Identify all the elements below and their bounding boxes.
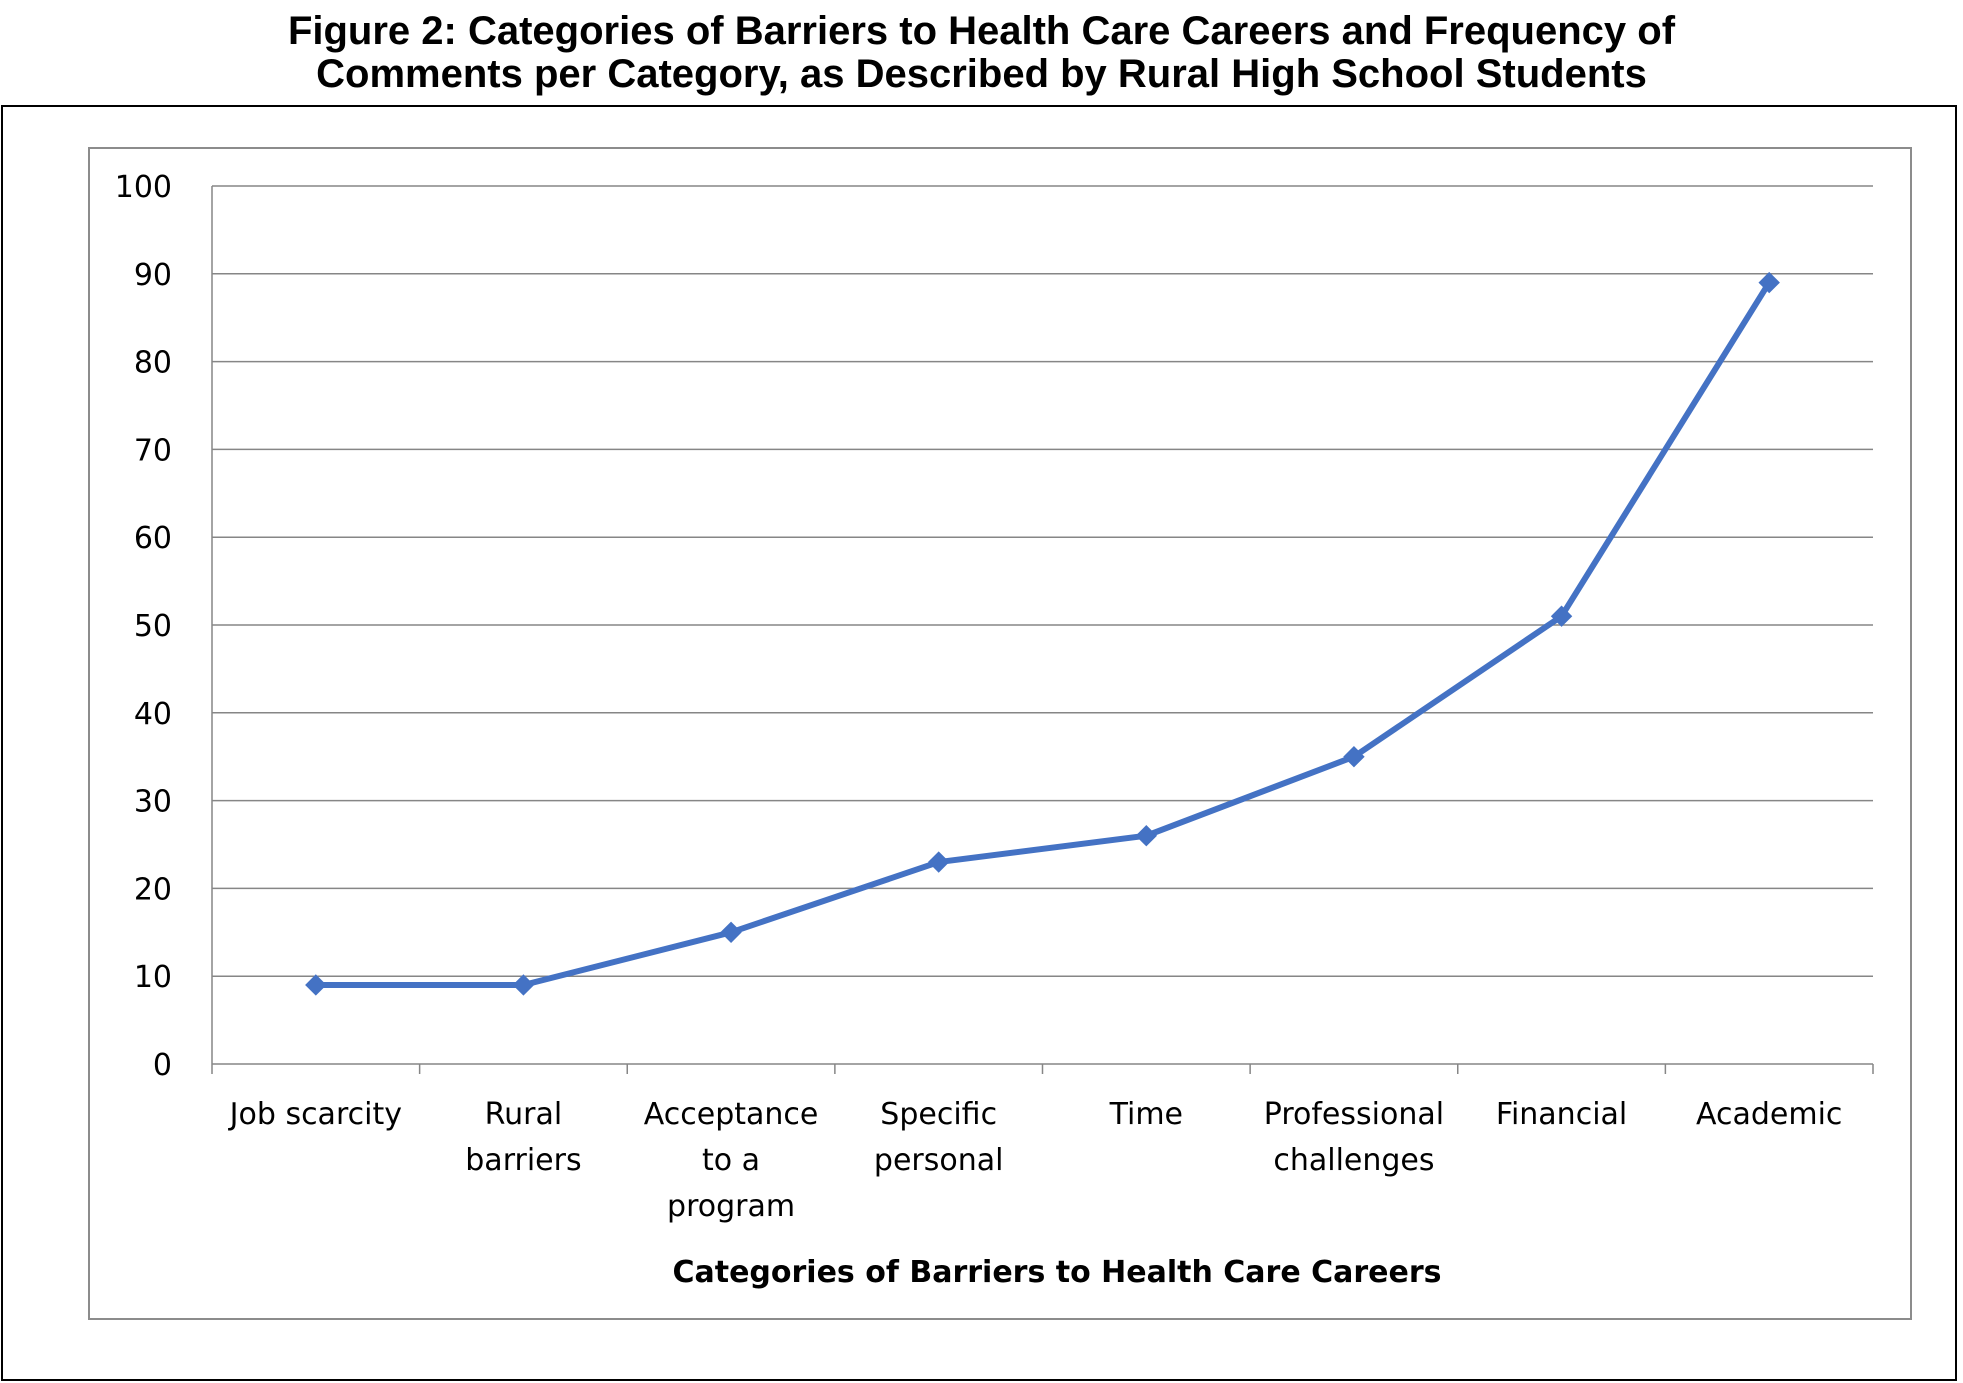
x-tick-label: Acceptance to a program: [644, 1097, 819, 1224]
y-tick-label: 100: [115, 170, 172, 205]
data-point-marker: [720, 921, 742, 944]
x-tick-label: Financial: [1496, 1097, 1627, 1132]
y-tick-label: 40: [134, 697, 172, 732]
x-tick-label: Job scarcity: [228, 1097, 402, 1132]
series-markers: [305, 271, 1780, 996]
x-tick-label: Academic: [1696, 1097, 1842, 1132]
data-point-marker: [1343, 745, 1365, 768]
series-lines: [312, 279, 1773, 988]
y-tick-label: 20: [134, 872, 172, 907]
x-tick-label: Time: [1109, 1097, 1183, 1132]
x-axis-label: Categories of Barriers to Health Care Ca…: [672, 1255, 1441, 1290]
axes: [211, 186, 1874, 1074]
data-point-marker: [305, 974, 327, 996]
x-tick-label: Specific personal: [874, 1097, 1004, 1178]
data-point-marker: [1758, 271, 1780, 294]
data-point-marker: [512, 974, 535, 996]
gridlines: [212, 185, 1873, 977]
y-tick-label: 10: [134, 960, 172, 995]
data-point-marker: [1550, 605, 1573, 627]
x-tick-label: Rural barriers: [465, 1097, 581, 1178]
y-tick-label: 30: [134, 785, 172, 820]
figure-title: Figure 2: Categories of Barriers to Heal…: [0, 10, 1963, 96]
series-line: [312, 279, 1773, 988]
x-tick-label: Professional challenges: [1264, 1097, 1444, 1178]
y-tick-label: 60: [134, 521, 172, 556]
y-tick-label: 0: [153, 1048, 172, 1083]
figure-frame: [1, 105, 1957, 1381]
y-tick-label: 70: [134, 433, 172, 468]
figure-title-line-1: Figure 2: Categories of Barriers to Heal…: [287, 9, 1676, 53]
chart-area-border: [88, 147, 1912, 1320]
data-point-marker: [927, 851, 950, 873]
data-point-marker: [1135, 825, 1158, 847]
figure-title-line-2: Comments per Category, as Described by R…: [316, 52, 1647, 96]
y-tick-labels: 0 10 20 30 40 50 60 70 80 90 100: [115, 170, 172, 1083]
y-tick-label: 90: [134, 258, 172, 293]
y-tick-label: 80: [134, 346, 172, 381]
y-tick-label: 50: [134, 609, 172, 644]
